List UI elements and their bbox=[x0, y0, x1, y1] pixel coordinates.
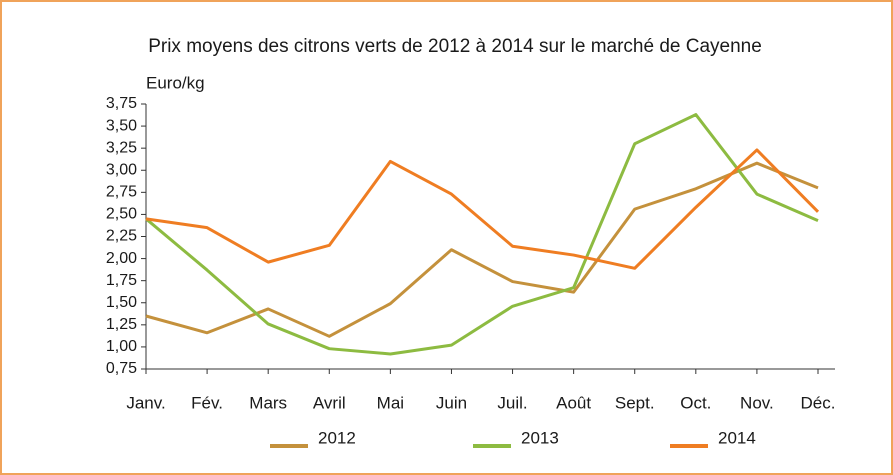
y-tick-label: 0,75 bbox=[106, 360, 137, 377]
y-tick-label: 1,25 bbox=[106, 316, 137, 333]
x-tick-label: Fév. bbox=[191, 393, 223, 412]
y-tick-label: 2,25 bbox=[106, 228, 137, 245]
series-line bbox=[145, 113, 819, 356]
legend-label: 2013 bbox=[521, 428, 559, 447]
y-tick-label: 1,75 bbox=[106, 272, 137, 289]
series-line bbox=[145, 148, 820, 270]
x-tick-label: Oct. bbox=[680, 393, 711, 412]
x-tick-label: Mars bbox=[249, 393, 287, 412]
y-tick-label: 3,50 bbox=[106, 117, 137, 134]
x-tick-label: Sept. bbox=[615, 393, 655, 412]
y-axis-label: Euro/kg bbox=[146, 73, 205, 92]
y-tick-label: 3,75 bbox=[106, 95, 137, 112]
y-tick-label: 2,00 bbox=[106, 250, 137, 267]
x-tick-label: Janv. bbox=[126, 393, 165, 412]
x-tick-label: Août bbox=[556, 393, 591, 412]
y-tick-label: 3,00 bbox=[106, 161, 137, 178]
y-tick-label: 1,50 bbox=[106, 294, 137, 311]
x-tick-label: Avril bbox=[313, 393, 346, 412]
series-line bbox=[145, 161, 819, 338]
x-tick-label: Mai bbox=[377, 393, 404, 412]
x-tick-label: Juil. bbox=[497, 393, 527, 412]
chart-title: Prix moyens des citrons verts de 2012 à … bbox=[148, 36, 762, 57]
x-tick-label: Juin bbox=[436, 393, 467, 412]
legend-label: 2014 bbox=[718, 428, 756, 447]
y-tick-label: 3,25 bbox=[106, 139, 137, 156]
x-tick-label: Déc. bbox=[801, 393, 836, 412]
legend-label: 2012 bbox=[318, 428, 356, 447]
y-tick-label: 1,00 bbox=[106, 338, 137, 355]
y-tick-label: 2,50 bbox=[106, 206, 137, 223]
x-tick-label: Nov. bbox=[740, 393, 774, 412]
y-tick-label: 2,75 bbox=[106, 184, 137, 201]
